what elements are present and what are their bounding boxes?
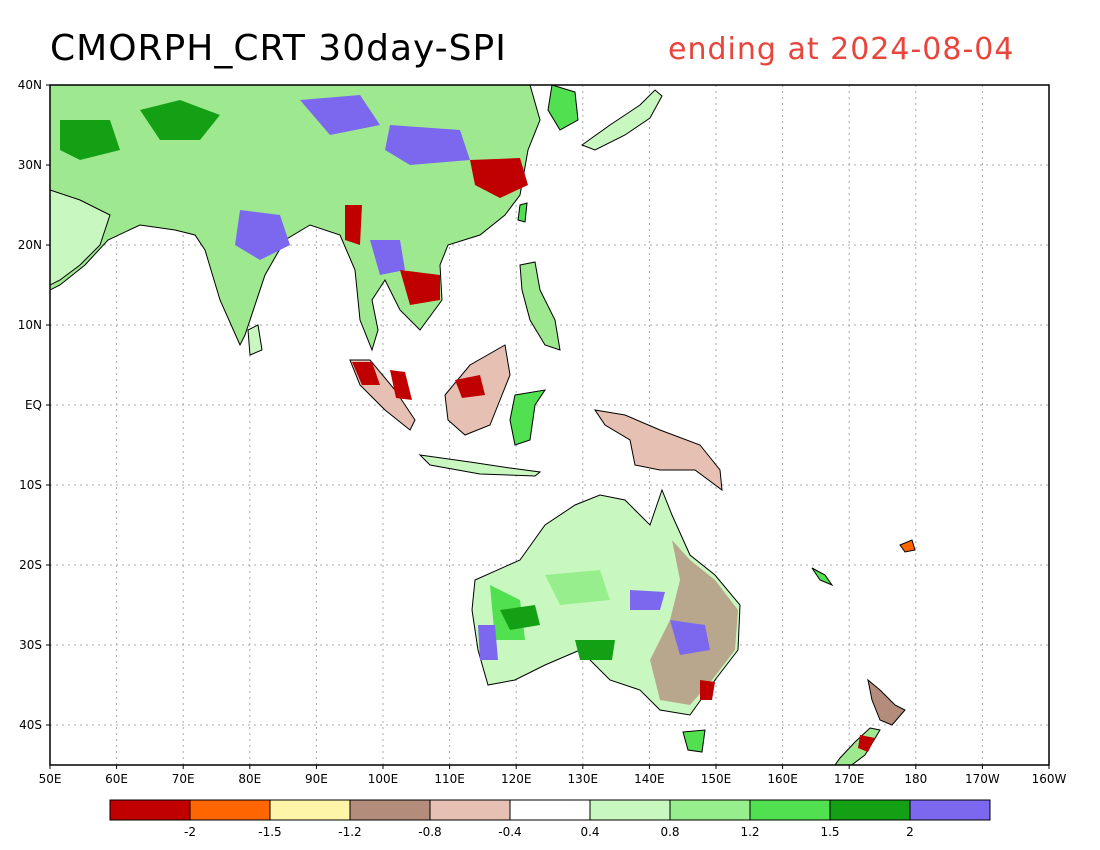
land-layer bbox=[50, 85, 916, 765]
lat-label: EQ bbox=[25, 398, 42, 412]
legend-swatch bbox=[429, 799, 511, 821]
landmass-fiji bbox=[899, 539, 916, 553]
lon-label: 170W bbox=[965, 772, 1000, 786]
landmass-java bbox=[418, 454, 542, 477]
lon-label: 100E bbox=[368, 772, 399, 786]
lon-label: 160W bbox=[1032, 772, 1067, 786]
lon-label: 110E bbox=[434, 772, 465, 786]
lon-label: 160E bbox=[767, 772, 798, 786]
legend-swatch bbox=[589, 799, 671, 821]
latitude-labels: 40N 30N 20N 10N EQ 10S 20S 30S 40S bbox=[18, 78, 50, 732]
lat-label: 40S bbox=[19, 718, 42, 732]
landmass-taiwan bbox=[517, 202, 528, 223]
legend-swatch bbox=[669, 799, 751, 821]
legend-label: -0.8 bbox=[418, 825, 441, 839]
legend-label: 2 bbox=[906, 825, 914, 839]
legend-label: -2 bbox=[184, 825, 196, 839]
lon-label: 130E bbox=[568, 772, 599, 786]
map-frame bbox=[49, 84, 1050, 766]
legend-label: 1.2 bbox=[740, 825, 759, 839]
legend-label: 0.8 bbox=[660, 825, 679, 839]
color-legend: -2 -1.5 -1.2 -0.8 -0.4 0.4 0.8 1.2 1.5 2 bbox=[109, 799, 991, 839]
lon-label: 170E bbox=[834, 772, 865, 786]
lat-label: 30S bbox=[19, 638, 42, 652]
lat-label: 20S bbox=[19, 558, 42, 572]
lat-label: 10S bbox=[19, 478, 42, 492]
lon-label: 70E bbox=[172, 772, 195, 786]
lat-label: 20N bbox=[18, 238, 42, 252]
landmass-sri-lanka bbox=[247, 324, 263, 356]
landmass-sulawesi bbox=[509, 389, 547, 446]
anomaly-patches bbox=[60, 95, 875, 752]
legend-swatch bbox=[349, 799, 431, 821]
legend-label: -0.4 bbox=[498, 825, 521, 839]
lon-label: 150E bbox=[701, 772, 732, 786]
region-australia-east bbox=[650, 540, 738, 705]
legend-label: 0.4 bbox=[580, 825, 599, 839]
lon-label: 140E bbox=[634, 772, 665, 786]
landmass-asia bbox=[50, 85, 541, 352]
lon-label: 60E bbox=[105, 772, 128, 786]
legend-swatch bbox=[909, 799, 991, 821]
legend-label: -1.2 bbox=[338, 825, 361, 839]
landmass-korea bbox=[547, 85, 579, 131]
lat-label: 40N bbox=[18, 78, 42, 92]
legend-swatch bbox=[509, 799, 591, 821]
longitude-labels: 50E 60E 70E 80E 90E 100E 110E 120E 130E 140E 150E 1… bbox=[39, 765, 1067, 786]
lon-label: 120E bbox=[501, 772, 532, 786]
date-subtitle: ending at 2024-08-04 bbox=[668, 32, 1015, 67]
landmass-new-guinea bbox=[593, 409, 723, 492]
lon-label: 80E bbox=[238, 772, 261, 786]
landmass-new-caledonia bbox=[811, 567, 834, 587]
legend-label: -1.5 bbox=[258, 825, 281, 839]
lon-label: 90E bbox=[305, 772, 328, 786]
legend-swatch bbox=[189, 799, 271, 821]
landmass-tasmania bbox=[682, 729, 706, 753]
legend-swatch bbox=[829, 799, 911, 821]
legend-swatch bbox=[109, 799, 191, 821]
landmass-new-zealand-north bbox=[867, 678, 906, 726]
landmass-philippines bbox=[519, 261, 561, 351]
lat-label: 30N bbox=[18, 158, 42, 172]
legend-label: 1.5 bbox=[820, 825, 839, 839]
legend-swatch bbox=[749, 799, 831, 821]
lon-label: 180 bbox=[904, 772, 927, 786]
legend-swatch bbox=[269, 799, 351, 821]
map-title: CMORPH_CRT 30day-SPI bbox=[50, 28, 507, 69]
lat-label: 10N bbox=[18, 318, 42, 332]
landmass-arabia bbox=[50, 189, 111, 286]
landmass-japan bbox=[580, 89, 663, 151]
lon-label: 50E bbox=[39, 772, 62, 786]
